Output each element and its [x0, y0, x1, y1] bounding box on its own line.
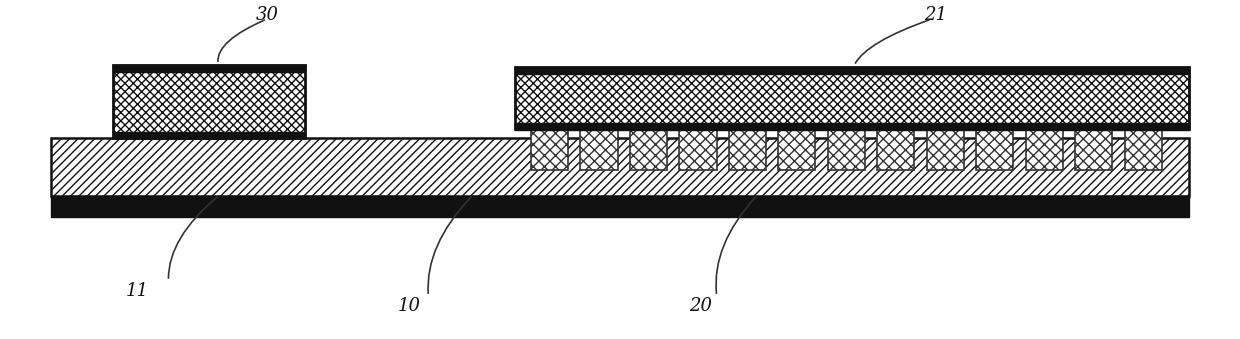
Bar — [680, 130, 717, 170]
Text: 21: 21 — [924, 6, 947, 24]
Bar — [51, 196, 1189, 217]
Bar — [976, 130, 1013, 170]
Text: 11: 11 — [126, 282, 149, 300]
Bar — [515, 67, 1189, 129]
Bar — [1075, 130, 1112, 170]
Text: 30: 30 — [255, 6, 279, 24]
Bar — [926, 130, 963, 170]
Bar — [113, 65, 305, 138]
Bar — [580, 130, 618, 170]
Bar — [630, 130, 667, 170]
Bar — [515, 67, 1189, 74]
Bar — [531, 130, 568, 170]
Text: 10: 10 — [398, 297, 422, 315]
Bar — [113, 132, 305, 138]
Bar — [779, 130, 816, 170]
Bar — [878, 130, 914, 170]
Text: 20: 20 — [689, 297, 712, 315]
Bar — [113, 65, 305, 72]
Bar — [51, 138, 1189, 196]
Bar — [828, 130, 866, 170]
Bar — [729, 130, 766, 170]
Bar — [515, 123, 1189, 130]
Bar — [1025, 130, 1063, 170]
Bar — [1125, 130, 1162, 170]
